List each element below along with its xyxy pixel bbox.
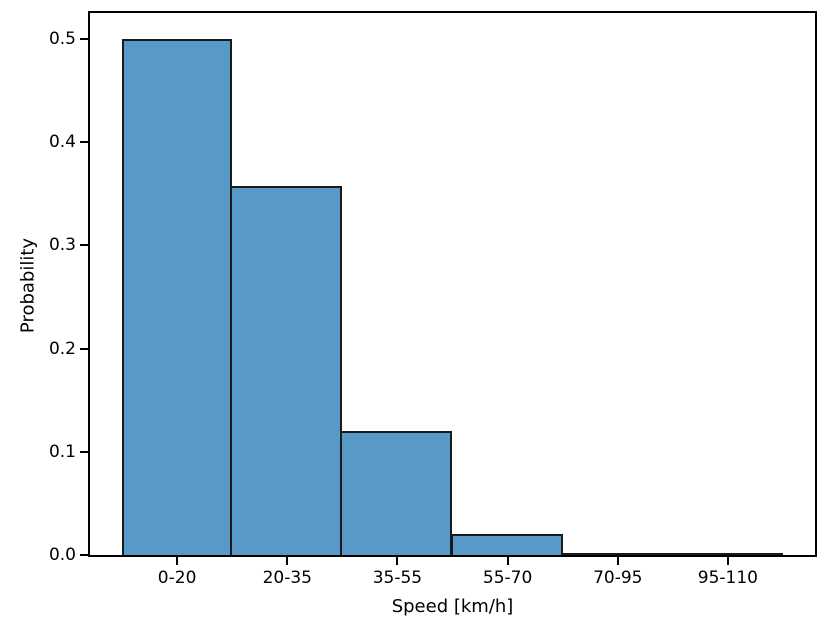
y-axis-label: Probability — [17, 237, 39, 334]
y-tick-label: 0.3 — [48, 235, 76, 256]
y-tick-mark — [80, 141, 88, 143]
y-tick-label: 0.4 — [48, 132, 76, 152]
x-tick-label: 55-70 — [482, 568, 533, 588]
bar-55-70 — [450, 534, 563, 555]
bar-20-35 — [230, 186, 343, 555]
plot-area — [88, 11, 817, 557]
bar-0-20 — [122, 39, 233, 555]
y-tick-label: 0.2 — [48, 338, 76, 359]
bar-35-55 — [340, 431, 453, 555]
x-axis-label: Speed [km/h] — [391, 596, 514, 617]
x-tick-label: 70-95 — [593, 568, 643, 588]
x-tick-mark — [176, 557, 179, 565]
x-tick-mark — [726, 557, 729, 565]
x-tick-label: 20-35 — [262, 568, 312, 588]
y-tick-label: 0.1 — [48, 441, 76, 462]
y-tick-mark — [80, 37, 88, 40]
bar-95-110 — [670, 553, 783, 555]
y-tick-mark — [80, 244, 88, 247]
y-tick-mark — [80, 554, 88, 556]
y-tick-mark — [80, 450, 88, 453]
bar-70-95 — [560, 553, 673, 555]
x-tick-mark — [286, 557, 289, 565]
x-tick-mark — [396, 557, 399, 565]
x-tick-label: 95-110 — [697, 568, 758, 588]
y-tick-label: 0.5 — [48, 28, 76, 49]
plot-inner — [90, 13, 815, 555]
y-tick-mark — [80, 347, 88, 350]
x-tick-mark — [506, 557, 509, 565]
x-tick-mark — [616, 557, 619, 565]
x-tick-label: 35-55 — [372, 568, 423, 588]
y-tick-label: 0.0 — [48, 545, 76, 565]
x-tick-label: 0-20 — [157, 568, 197, 588]
